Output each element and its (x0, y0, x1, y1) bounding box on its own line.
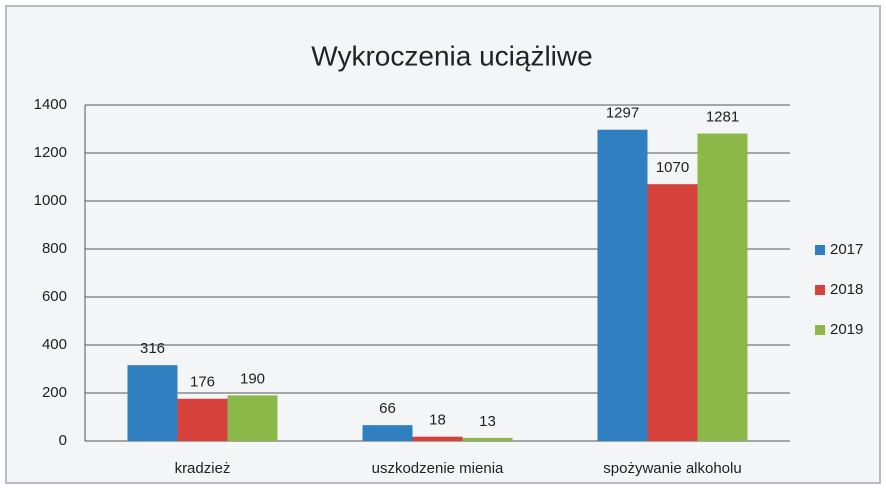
data-label: 316 (140, 340, 165, 357)
bar (697, 133, 748, 441)
legend-swatch (815, 285, 825, 295)
legend-swatch (815, 245, 825, 255)
data-label: 190 (240, 370, 265, 387)
y-tick-label: 200 (42, 384, 67, 401)
bar (647, 184, 698, 441)
x-tick-label: uszkodzenie mienia (372, 460, 504, 477)
legend-label: 2018 (830, 281, 863, 298)
x-tick-label: spożywanie alkoholu (603, 460, 741, 477)
y-tick-label: 0 (59, 432, 67, 449)
bar (227, 395, 278, 441)
legend-label: 2017 (830, 241, 863, 258)
y-tick-label: 600 (42, 288, 67, 305)
data-label: 66 (379, 400, 396, 417)
data-label: 18 (429, 412, 446, 429)
legend-swatch (815, 325, 825, 335)
chart-title: Wykroczenia uciążliwe (311, 40, 592, 71)
y-tick-label: 1400 (34, 96, 67, 113)
bar (412, 436, 463, 441)
y-tick-label: 400 (42, 336, 67, 353)
bar (127, 365, 178, 441)
data-label: 176 (190, 374, 215, 391)
bar (362, 425, 413, 441)
y-tick-label: 1200 (34, 144, 67, 161)
y-tick-label: 800 (42, 240, 67, 257)
data-label: 13 (479, 413, 496, 430)
data-label: 1297 (606, 105, 639, 122)
data-label: 1070 (656, 159, 689, 176)
bar (177, 398, 228, 441)
x-tick-label: kradzież (175, 460, 231, 477)
bar (462, 437, 513, 441)
legend-label: 2019 (830, 321, 863, 338)
y-tick-label: 1000 (34, 192, 67, 209)
bar (597, 129, 648, 441)
data-label: 1281 (706, 109, 739, 126)
